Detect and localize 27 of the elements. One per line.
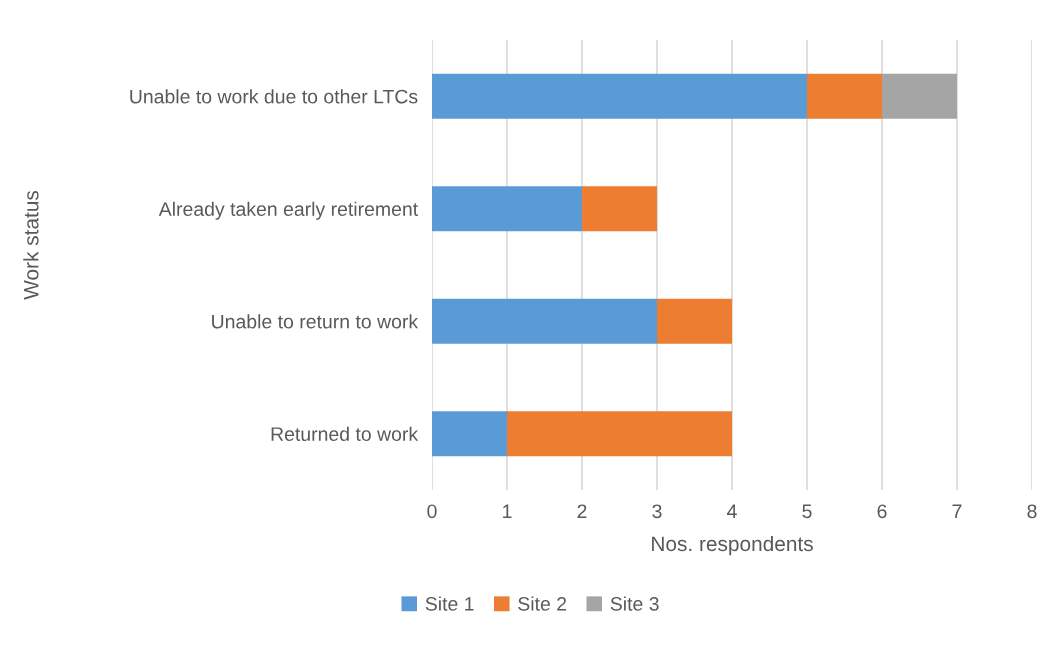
y-tick-label: Already taken early retirement xyxy=(158,201,418,220)
y-tick-label: Unable to return to work xyxy=(212,314,419,329)
bar xyxy=(432,298,657,344)
x-axis-title: Nos. respondents xyxy=(652,535,813,556)
x-tick-label: 0 xyxy=(427,504,437,519)
x-tick-label: 3 xyxy=(652,504,662,519)
legend-label: Site 2 xyxy=(518,596,567,611)
bar xyxy=(432,411,507,457)
y-tick-label: Returned to work xyxy=(271,426,419,441)
x-tick-label: 4 xyxy=(727,504,737,518)
bar xyxy=(432,73,807,119)
legend-label: Site 3 xyxy=(610,596,659,611)
bar xyxy=(432,186,582,232)
x-tick-label: 8 xyxy=(1027,504,1037,519)
bar xyxy=(882,73,957,119)
y-tick-label: Unable to work due to other LTCs xyxy=(130,89,418,104)
bar xyxy=(582,186,657,232)
x-tick-label: 7 xyxy=(952,504,962,518)
bar xyxy=(807,73,882,119)
legend-label: Site 1 xyxy=(425,596,474,611)
x-tick-label: 1 xyxy=(503,504,512,518)
x-tick-label: 2 xyxy=(577,504,587,518)
y-axis-title: Work status xyxy=(23,190,39,300)
x-tick-label: 5 xyxy=(802,504,812,519)
bar xyxy=(507,411,732,457)
x-tick-label: 6 xyxy=(877,504,887,519)
bar xyxy=(657,298,732,344)
